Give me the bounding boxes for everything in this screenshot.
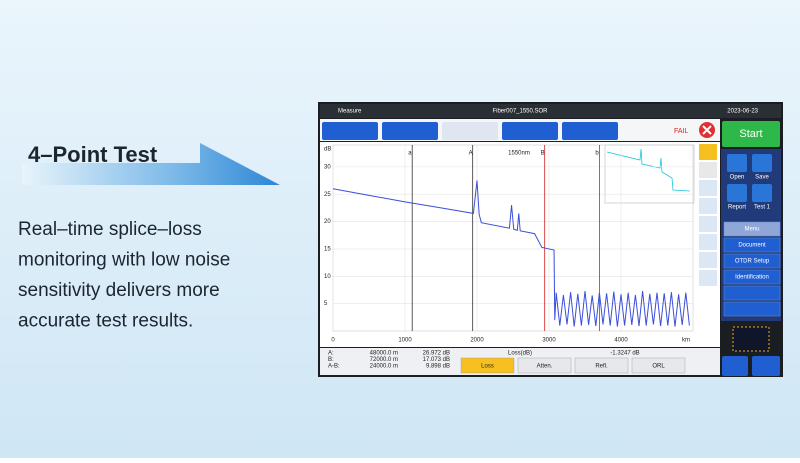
menu-button[interactable] <box>723 301 781 317</box>
title-banner <box>22 143 280 185</box>
description-line: sensitivity delivers more <box>18 280 220 301</box>
app-title: Measure <box>338 109 362 115</box>
info-cell: A: <box>328 351 334 357</box>
overview-trace <box>606 148 691 192</box>
y-tick-label: 10 <box>324 274 331 280</box>
description-line: Real–time splice–loss <box>18 219 202 240</box>
side-icon-label: Report <box>728 205 746 211</box>
tab[interactable] <box>322 122 378 140</box>
mode-label: Loss <box>481 364 494 370</box>
mode-button[interactable] <box>631 357 686 374</box>
tool-button[interactable] <box>699 198 717 214</box>
mode-label: Refl. <box>595 364 608 370</box>
mode-label: Atten. <box>537 364 553 370</box>
y-tick-label: 30 <box>324 164 331 170</box>
mode-label: ORL <box>652 364 665 370</box>
x-tick-label: 2000 <box>470 338 484 344</box>
menu-button[interactable] <box>723 285 781 301</box>
tab[interactable] <box>562 122 618 140</box>
side-icon-label: Test 1 <box>754 205 771 211</box>
side-icon[interactable] <box>727 154 747 172</box>
description: Real–time splice–loss monitoring with low… <box>18 219 230 332</box>
tool-button[interactable] <box>699 270 717 286</box>
menu-label: Document <box>738 243 766 249</box>
y-tick-label: 20 <box>324 219 331 225</box>
tab[interactable] <box>442 122 498 140</box>
tool-button[interactable] <box>699 234 717 250</box>
cursor-label: b <box>595 151 599 157</box>
menu-label: Menu <box>744 227 759 233</box>
y-tick-label: 25 <box>324 192 331 198</box>
info-cell: 72000.0 m <box>370 357 398 363</box>
status: FAIL <box>674 128 689 135</box>
y-axis-label: dB <box>324 147 331 153</box>
start-button[interactable] <box>722 121 780 147</box>
cursor-label: a <box>408 151 412 157</box>
overview-inset <box>604 144 695 204</box>
snapshot-icon[interactable] <box>732 326 770 352</box>
side-icon[interactable] <box>752 184 772 202</box>
date: 2023-06-23 <box>727 109 758 115</box>
side-icon-label: Save <box>755 175 769 181</box>
info-cell: 9.898 dB <box>426 364 450 370</box>
loss-value: -1.3247 dB <box>610 351 639 357</box>
info-cell: B: <box>328 357 334 363</box>
menu-button[interactable] <box>723 221 781 237</box>
info-cell: 17.073 dB <box>423 357 450 363</box>
menu-button[interactable] <box>723 237 781 253</box>
menu-button[interactable] <box>723 269 781 285</box>
info-cell: 24000.0 m <box>370 364 398 370</box>
side-icon[interactable] <box>752 154 772 172</box>
wavelength: 1550nm <box>508 151 530 157</box>
cursor-label: B <box>541 151 545 157</box>
back-button[interactable] <box>722 356 748 376</box>
trace-line <box>332 180 690 327</box>
mode-button[interactable] <box>460 357 515 374</box>
trace-plot: 5 10 15 20 25 30 0 1000 2000 3000 4000 dB km 1550nm a A… <box>324 144 694 344</box>
x-axis-label: km <box>682 338 690 344</box>
tool-button[interactable] <box>699 252 717 268</box>
description-line: accurate test results. <box>18 311 193 332</box>
tabs <box>322 122 618 140</box>
info-button[interactable] <box>752 356 780 376</box>
side-icon[interactable] <box>727 184 747 202</box>
description-line: monitoring with low noise <box>18 250 230 271</box>
zoom-toolbar <box>699 144 717 286</box>
tool-button[interactable] <box>699 216 717 232</box>
tool-button[interactable] <box>699 162 717 178</box>
tool-button[interactable] <box>699 180 717 196</box>
info-cell: A-B: <box>328 364 340 370</box>
start-label: Start <box>739 128 762 140</box>
status-bar <box>320 104 781 118</box>
menu-label: OTDR Setup <box>735 259 770 265</box>
x-tick-label: 1000 <box>398 338 412 344</box>
mode-button[interactable] <box>517 357 572 374</box>
fail-icon-cross <box>702 125 712 135</box>
y-tick-label: 5 <box>324 301 328 307</box>
promo-title: 4–Point Test <box>28 142 158 167</box>
menu-button[interactable] <box>723 253 781 269</box>
y-tick-label: 15 <box>324 247 331 253</box>
info-cell: 48000.0 m <box>370 351 398 357</box>
info-table: A: 48000.0 m 26.972 dB B: 72000.0 m 17.073 dB… <box>328 351 686 374</box>
tab[interactable] <box>502 122 558 140</box>
side-panel: Open Save Report Test 1 Menu Document OTDR Set… <box>721 149 781 321</box>
x-tick-label: 0 <box>331 338 335 344</box>
file-name: Fiber007_1550.SOR <box>492 109 548 115</box>
cursor-label: A <box>469 151 473 157</box>
x-tick-label: 4000 <box>614 338 628 344</box>
x-tick-label: 3000 <box>542 338 556 344</box>
mode-button[interactable] <box>574 357 629 374</box>
menu-label: Identification <box>735 275 769 281</box>
info-cell: 26.972 dB <box>423 351 450 357</box>
loss-label: Loss(dB) <box>508 351 532 357</box>
side-icon-label: Open <box>730 175 745 181</box>
tab[interactable] <box>382 122 438 140</box>
tool-button[interactable] <box>699 144 717 160</box>
